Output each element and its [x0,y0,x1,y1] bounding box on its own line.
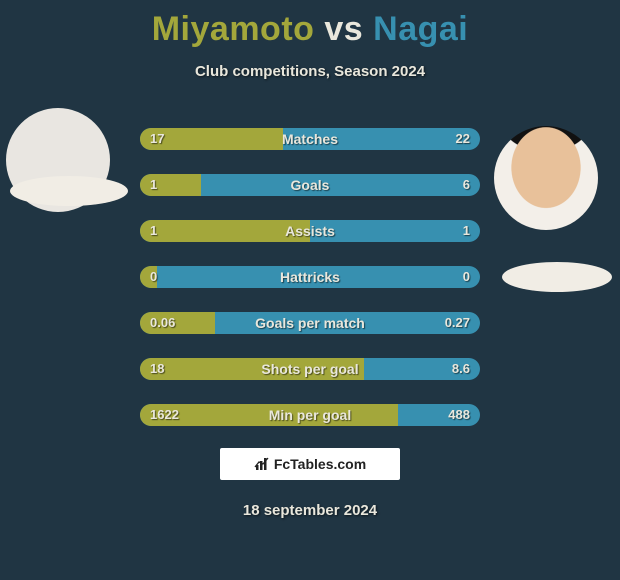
bar-value-left: 0 [150,266,157,288]
bar-row: Goals1 6 [140,174,480,196]
bar-label: Shots per goal [140,358,480,380]
bar-row: Shots per goal18 8.6 [140,358,480,380]
bar-value-right: 0 [463,266,470,288]
bar-value-right: 8.6 [452,358,470,380]
bar-label: Matches [140,128,480,150]
bar-value-right: 22 [456,128,470,150]
title: Miyamoto vs Nagai [0,0,620,49]
bar-label: Hattricks [140,266,480,288]
bar-value-left: 1622 [150,404,179,426]
bar-row: Matches17 22 [140,128,480,150]
bar-label: Assists [140,220,480,242]
player1-name-ellipse [10,176,128,206]
bar-row: Goals per match0.06 0.27 [140,312,480,334]
player1-avatar [6,108,110,212]
brand-icon [254,456,270,472]
title-vs: vs [324,10,363,48]
brand-text: FcTables.com [274,456,366,472]
date: 18 september 2024 [0,502,620,519]
bar-row: Assists1 1 [140,220,480,242]
bar-value-left: 18 [150,358,164,380]
player2-avatar [494,126,598,230]
bar-label: Min per goal [140,404,480,426]
bar-value-right: 0.27 [445,312,470,334]
bar-value-right: 6 [463,174,470,196]
bar-row: Min per goal1622 488 [140,404,480,426]
comparison-bars: Matches1722Goals16Assists11Hattricks00Go… [140,128,480,450]
comparison-card: Miyamoto vs Nagai Club competitions, Sea… [0,0,620,580]
bar-value-right: 488 [448,404,470,426]
bar-label: Goals [140,174,480,196]
player2-name-ellipse [502,262,612,292]
bar-value-left: 0.06 [150,312,175,334]
bar-row: Hattricks0 0 [140,266,480,288]
bar-label: Goals per match [140,312,480,334]
brand-badge: FcTables.com [220,448,400,480]
title-player1: Miyamoto [152,10,315,48]
title-player2: Nagai [373,10,468,48]
bar-value-right: 1 [463,220,470,242]
bar-value-left: 17 [150,128,164,150]
bar-value-left: 1 [150,174,157,196]
subtitle: Club competitions, Season 2024 [0,63,620,80]
bar-value-left: 1 [150,220,157,242]
